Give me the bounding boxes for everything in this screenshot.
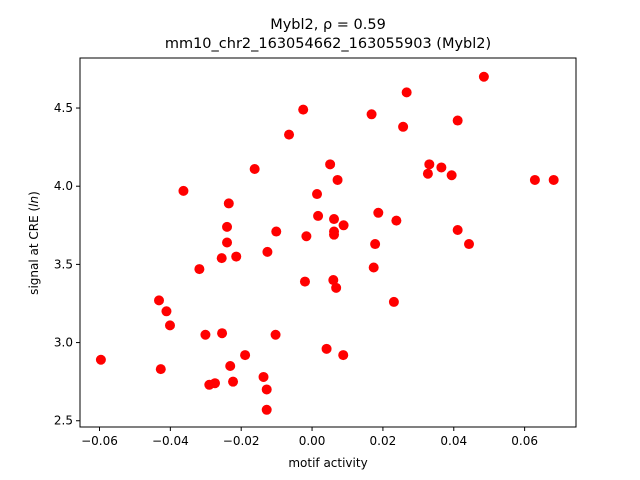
data-point: [548, 174, 559, 185]
data-point: [222, 221, 233, 232]
data-point: [464, 239, 475, 250]
x-tick-label: 0.00: [299, 434, 326, 448]
data-point: [161, 306, 172, 317]
data-point: [178, 185, 189, 196]
data-point: [391, 215, 402, 226]
x-tick-label: 0.06: [511, 434, 538, 448]
y-axis-label-italic: ln: [27, 196, 41, 207]
data-point: [194, 264, 205, 275]
x-tick-label: −0.06: [81, 434, 118, 448]
x-tick-label: −0.04: [152, 434, 189, 448]
y-tick-label: 4.5: [54, 101, 73, 115]
data-point: [249, 164, 260, 175]
data-point: [228, 376, 239, 387]
plot-area-frame: [79, 57, 577, 428]
y-axis-ticks: 2.5 3.0 3.5 4.0 4.5: [54, 101, 80, 428]
data-point: [284, 129, 295, 140]
data-point: [223, 198, 234, 209]
data-point: [240, 350, 251, 361]
data-point: [301, 231, 312, 242]
data-point: [225, 361, 236, 372]
x-tick-label: 0.02: [370, 434, 397, 448]
data-point: [424, 159, 435, 170]
y-tick-label: 3.5: [54, 257, 73, 271]
data-point: [95, 354, 106, 365]
data-point: [299, 276, 310, 287]
y-tick-label: 2.5: [54, 414, 73, 428]
data-point: [298, 104, 309, 115]
data-point: [332, 174, 343, 185]
data-point: [401, 87, 412, 98]
data-point: [366, 109, 377, 120]
data-point: [338, 350, 349, 361]
data-point: [271, 226, 282, 237]
data-point: [262, 246, 273, 257]
data-point: [398, 121, 409, 132]
data-point: [328, 275, 339, 286]
data-point: [217, 328, 228, 339]
data-point: [370, 239, 381, 250]
data-point: [388, 296, 399, 307]
data-point: [436, 162, 447, 173]
data-point: [452, 115, 463, 126]
data-point: [164, 320, 175, 331]
data-point: [216, 253, 227, 264]
data-point: [331, 282, 342, 293]
data-point: [270, 329, 281, 340]
data-point: [231, 251, 242, 262]
y-axis-label-prefix: signal at CRE (: [27, 207, 41, 295]
data-point: [261, 384, 272, 395]
data-point: [258, 371, 269, 382]
x-tick-label: 0.04: [440, 434, 467, 448]
data-points: [95, 71, 559, 415]
data-point: [368, 262, 379, 273]
data-point: [154, 295, 165, 306]
data-point: [373, 207, 384, 218]
data-point: [446, 170, 457, 181]
data-point: [329, 214, 340, 225]
data-point: [200, 329, 211, 340]
y-axis-label: signal at CRE (ln): [27, 191, 41, 295]
data-point: [222, 237, 233, 248]
chart-title-line1: Mybl2, ρ = 0.59: [270, 17, 386, 33]
data-point: [261, 404, 272, 415]
chart-title-line2: mm10_chr2_163054662_163055903 (Mybl2): [165, 36, 491, 52]
data-point: [321, 343, 332, 354]
data-point: [478, 71, 489, 82]
data-point: [155, 364, 166, 375]
data-point: [313, 210, 324, 221]
data-point: [312, 189, 323, 200]
y-tick-label: 3.0: [54, 336, 73, 350]
data-point: [329, 229, 340, 240]
x-axis-ticks: −0.06 −0.04 −0.02 0.00 0.02 0.04 0.06: [81, 427, 538, 448]
data-point: [325, 159, 336, 170]
data-point: [529, 174, 540, 185]
data-point: [422, 168, 433, 179]
x-axis-label: motif activity: [288, 456, 367, 470]
data-point: [452, 224, 463, 235]
data-point: [204, 379, 215, 390]
data-point: [338, 220, 349, 231]
y-axis-label-suffix: ): [27, 191, 41, 196]
y-tick-label: 4.0: [54, 179, 73, 193]
x-tick-label: −0.02: [223, 434, 260, 448]
